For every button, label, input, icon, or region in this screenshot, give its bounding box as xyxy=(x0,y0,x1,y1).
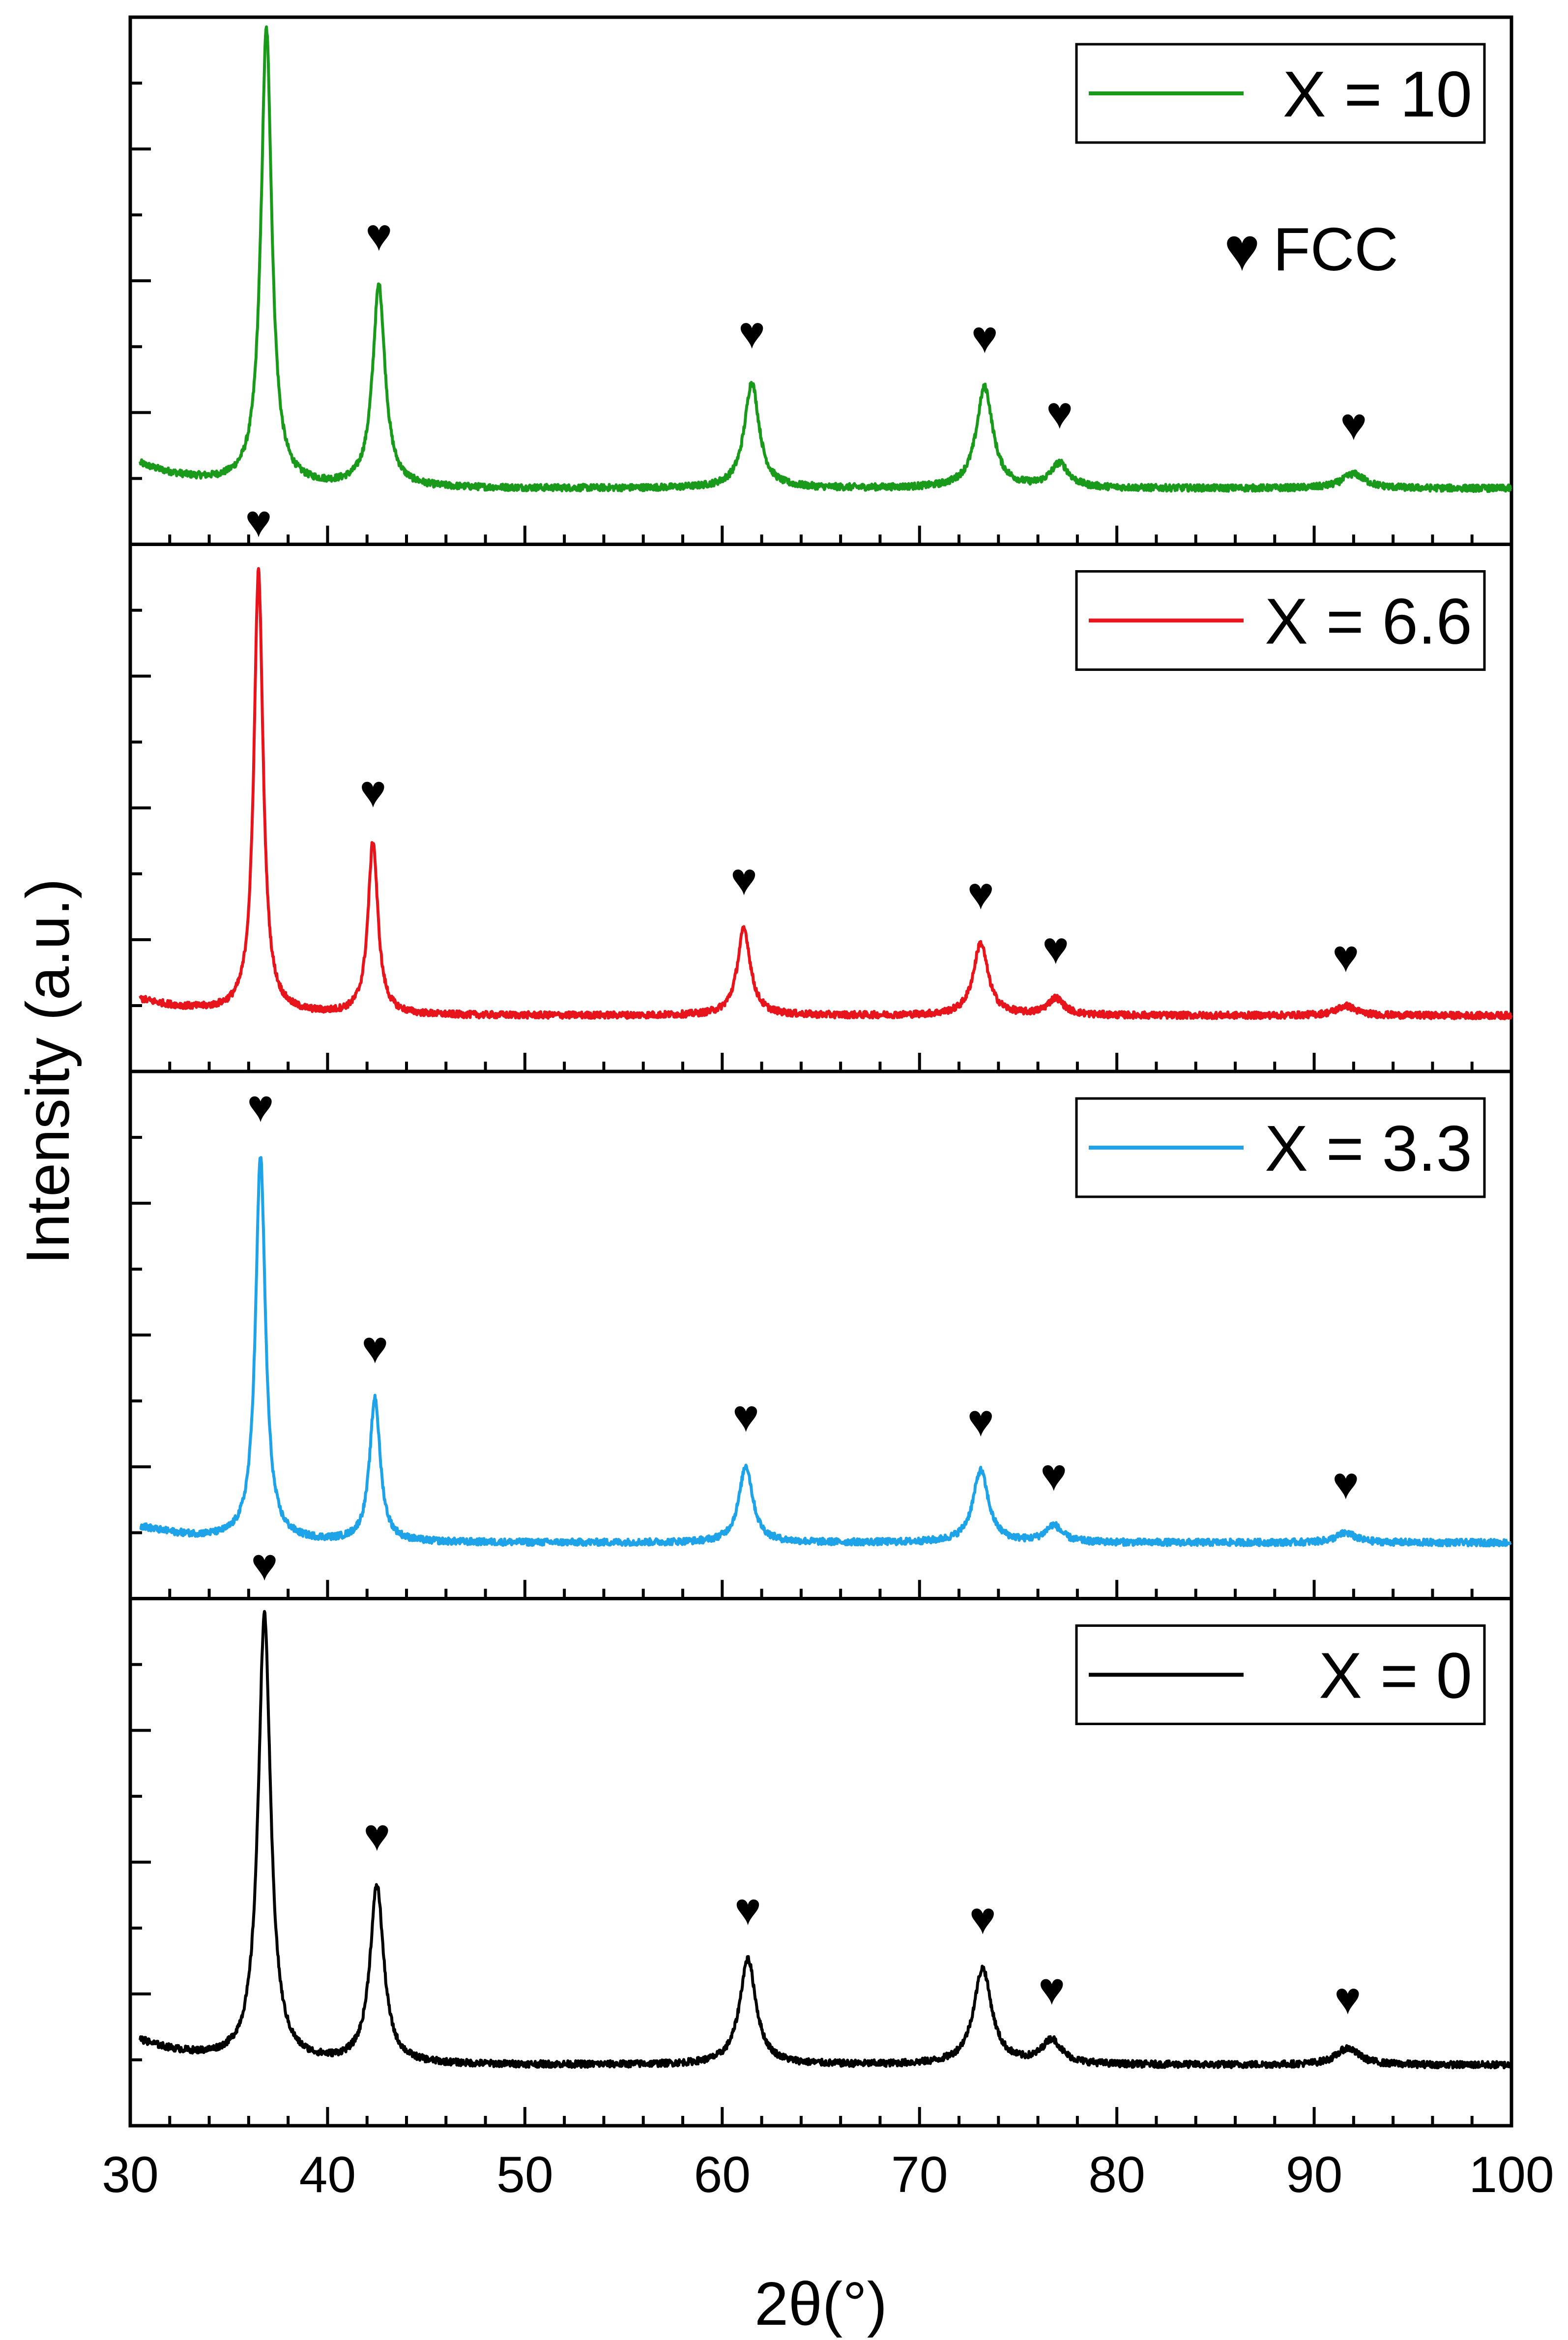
fcc-peak-marker-icon: ♥ xyxy=(730,854,757,904)
fcc-peak-marker-icon: ♥ xyxy=(1038,1964,1065,2014)
series-line-x-0 xyxy=(139,1610,1512,2070)
fcc-peak-marker-icon: ♥ xyxy=(363,1810,390,1860)
fcc-peak-marker-icon: ♥ xyxy=(1335,1973,1362,2023)
legend-label: X = 10 xyxy=(1283,58,1472,130)
fcc-heart-icon: ♥ xyxy=(1224,216,1260,284)
x-tick-label: 60 xyxy=(694,2146,751,2203)
fcc-peak-marker-icon: ♥ xyxy=(365,210,392,260)
legend-label: X = 3.3 xyxy=(1265,1112,1472,1184)
fcc-legend-label: FCC xyxy=(1273,216,1398,284)
fcc-peak-marker-icon: ♥ xyxy=(967,868,994,919)
fcc-peak-marker-icon: ♥ xyxy=(361,1323,388,1373)
fcc-peak-marker-icon: ♥ xyxy=(971,313,998,363)
panel-x-0: ♥ ♥ ♥ ♥ ♥ ♥ X = 0 xyxy=(128,1540,1513,2128)
fcc-peak-marker-icon: ♥ xyxy=(253,0,280,4)
series-line-x-3-3 xyxy=(139,1156,1512,1548)
legend-x-10: X = 10 xyxy=(1075,43,1486,144)
series-line-x-6-6 xyxy=(139,567,1512,1020)
fcc-peak-marker-icon: ♥ xyxy=(967,1396,994,1446)
x-axis-title: 2θ(°) xyxy=(755,2270,887,2338)
fcc-peak-marker-icon: ♥ xyxy=(1046,388,1073,438)
fcc-peak-marker-icon: ♥ xyxy=(969,1894,996,1944)
fcc-peak-marker-icon: ♥ xyxy=(1332,1459,1359,1509)
x-tick-label: 70 xyxy=(891,2146,948,2203)
fcc-peak-marker-icon: ♥ xyxy=(1040,1450,1067,1501)
x-tick-label: 100 xyxy=(1469,2146,1554,2203)
legend-label: X = 0 xyxy=(1319,1640,1472,1712)
x-tick-label: 80 xyxy=(1088,2146,1145,2203)
x-tick-label: 30 xyxy=(102,2146,159,2203)
fcc-peak-marker-icon: ♥ xyxy=(734,1884,761,1935)
fcc-peak-marker-icon: ♥ xyxy=(1340,400,1367,450)
legend-box xyxy=(1075,570,1486,671)
phase-legend: ♥ FCC xyxy=(1224,216,1398,284)
x-tick-label: 90 xyxy=(1286,2146,1343,2203)
y-axis-title: Intensity (a.u.) xyxy=(14,878,82,1265)
x-axis: 30 40 50 60 70 80 90 100 xyxy=(102,2146,1554,2203)
legend-x-0: X = 0 xyxy=(1075,1624,1486,1725)
fcc-peak-marker-icon: ♥ xyxy=(245,496,272,547)
panel-x-10: ♥ ♥ ♥ ♥ ♥ ♥ X = 10 xyxy=(128,0,1513,546)
fcc-peak-marker-icon: ♥ xyxy=(251,1540,278,1590)
fcc-peak-marker-icon: ♥ xyxy=(732,1391,759,1441)
fcc-peak-marker-icon: ♥ xyxy=(359,767,386,817)
legend-label: X = 6.6 xyxy=(1265,585,1472,658)
panel-x-3-3: ♥ ♥ ♥ ♥ ♥ ♥ X = 3.3 xyxy=(128,1069,1513,1600)
x-tick-label: 50 xyxy=(496,2146,553,2203)
fcc-peak-marker-icon: ♥ xyxy=(738,308,765,358)
series-line-x-10 xyxy=(139,25,1512,493)
x-tick-label: 40 xyxy=(299,2146,356,2203)
fcc-peak-marker-icon: ♥ xyxy=(247,1081,274,1131)
panels: ♥♥♥♥♥♥X = 10♥♥♥♥♥♥X = 6.6♥♥♥♥♥♥X = 3.3♥♥… xyxy=(128,0,1513,2128)
legend-x-3-3: X = 3.3 xyxy=(1075,1097,1486,1198)
panel-x-6-6: ♥ ♥ ♥ ♥ ♥ ♥ X = 6.6 xyxy=(128,496,1513,1073)
legend-x-6-6: X = 6.6 xyxy=(1075,570,1486,671)
fcc-peak-marker-icon: ♥ xyxy=(1042,923,1069,973)
fcc-peak-marker-icon: ♥ xyxy=(1332,931,1359,982)
